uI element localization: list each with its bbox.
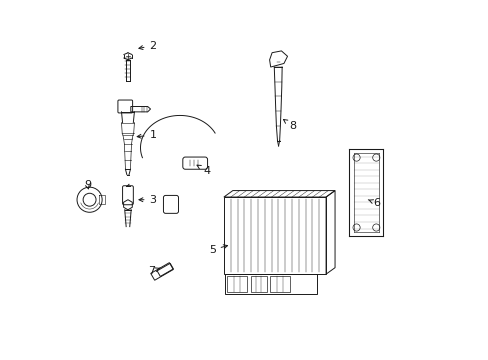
Bar — [250, 276, 266, 292]
Text: 8: 8 — [283, 120, 296, 131]
Text: 2: 2 — [139, 41, 156, 50]
Text: 1: 1 — [137, 130, 156, 140]
Text: 3: 3 — [139, 195, 156, 205]
Text: 5: 5 — [208, 245, 227, 255]
Text: 9: 9 — [84, 180, 91, 190]
Text: 6: 6 — [367, 198, 380, 208]
Bar — [270, 276, 289, 292]
Bar — [224, 197, 325, 274]
Text: 4: 4 — [197, 165, 210, 176]
Bar — [227, 276, 246, 292]
Text: 7: 7 — [147, 266, 160, 276]
Bar — [225, 274, 317, 294]
